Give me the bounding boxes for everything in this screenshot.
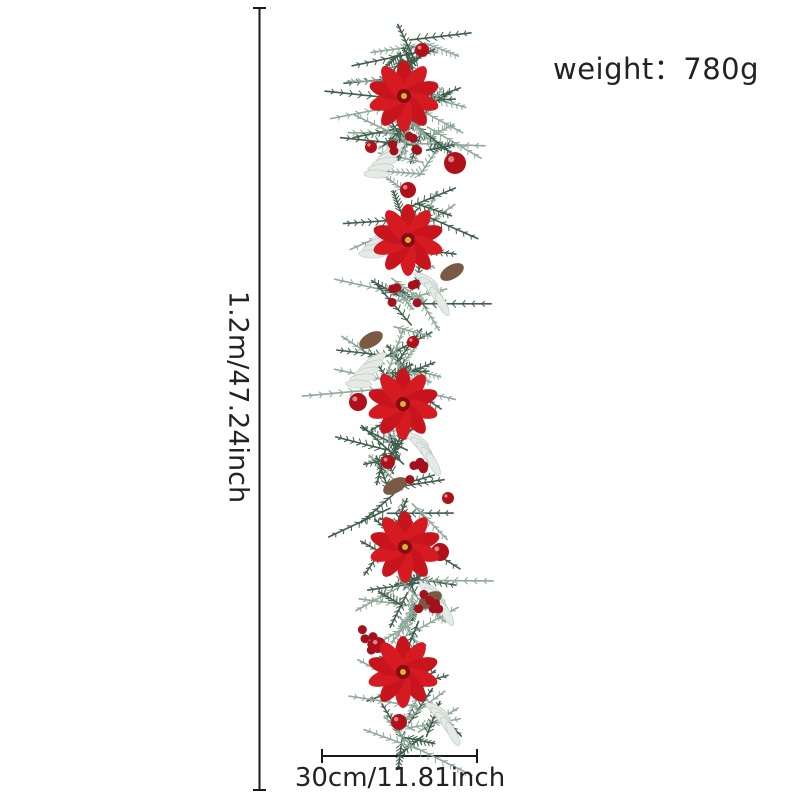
berry (429, 604, 438, 613)
ornament-ball (407, 336, 419, 348)
needle-branch (409, 30, 472, 42)
ornament-ball (381, 455, 395, 469)
ornament-ball (442, 492, 454, 504)
garland (302, 24, 494, 776)
berry (419, 590, 428, 599)
ornament-ball (349, 393, 367, 411)
berry (413, 298, 422, 307)
berry (419, 461, 428, 470)
height-dimension-line (253, 8, 266, 790)
needle-branch (424, 43, 459, 59)
ornament-ball (400, 182, 416, 198)
frosted-leaf (437, 601, 456, 628)
berry (411, 280, 420, 289)
berry (405, 475, 414, 484)
berry (388, 284, 397, 293)
height-label: 1.2m/47.24inch (223, 291, 254, 503)
ornament-ball (391, 714, 407, 730)
width-label: 30cm/11.81inch (295, 763, 505, 793)
berry (414, 604, 423, 613)
berry (411, 145, 420, 154)
ornament-ball (415, 43, 429, 57)
berry (360, 634, 369, 643)
berry (388, 298, 397, 307)
weight-label: weight：780g (553, 46, 759, 88)
berry (405, 132, 414, 141)
berry (389, 146, 398, 155)
ornament-ball (444, 152, 466, 174)
berry (409, 461, 418, 470)
pinecone (437, 259, 467, 284)
berry (358, 625, 367, 634)
ornament-ball (365, 141, 377, 153)
